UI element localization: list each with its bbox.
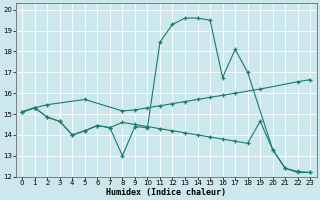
X-axis label: Humidex (Indice chaleur): Humidex (Indice chaleur) bbox=[106, 188, 226, 197]
